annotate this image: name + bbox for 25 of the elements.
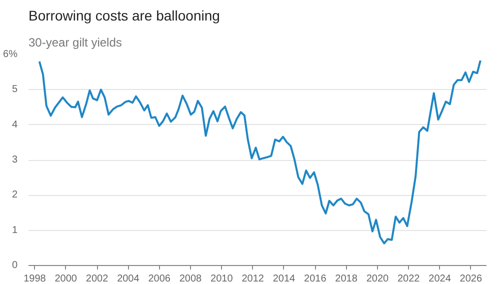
x-tick-label: 2016 xyxy=(304,274,327,284)
y-tick-label: 1 xyxy=(12,224,18,236)
x-tick-label: 2012 xyxy=(242,274,264,284)
x-tick-label: 2022 xyxy=(397,274,420,284)
chart-title: Borrowing costs are ballooning xyxy=(28,8,220,24)
chart-subtitle: 30-year gilt yields xyxy=(28,36,122,50)
x-tick-label: 2018 xyxy=(335,274,358,284)
x-tick-label: 2010 xyxy=(210,274,234,284)
x-tick-label: 2008 xyxy=(179,274,202,284)
line-series xyxy=(38,59,482,244)
x-tick-label: 2002 xyxy=(86,274,109,284)
x-tick-label: 2020 xyxy=(366,274,390,284)
y-tick-label: 5 xyxy=(12,84,18,96)
x-tick-label: 2026 xyxy=(460,274,482,284)
x-tick-label: 2000 xyxy=(54,274,78,284)
y-tick-label: 0 xyxy=(12,260,18,271)
y-tick-label: 3 xyxy=(12,154,18,166)
x-tick-label: 2024 xyxy=(428,274,452,284)
x-tick-label: 2004 xyxy=(117,274,140,284)
x-tick-label: 2006 xyxy=(148,274,171,284)
y-tick-label: 2 xyxy=(12,190,18,201)
y-tick-label: 4 xyxy=(12,119,18,130)
x-tick-label: 2014 xyxy=(272,274,296,284)
x-tick-label: 1998 xyxy=(24,274,46,284)
y-tick-label: 6% xyxy=(3,49,18,60)
